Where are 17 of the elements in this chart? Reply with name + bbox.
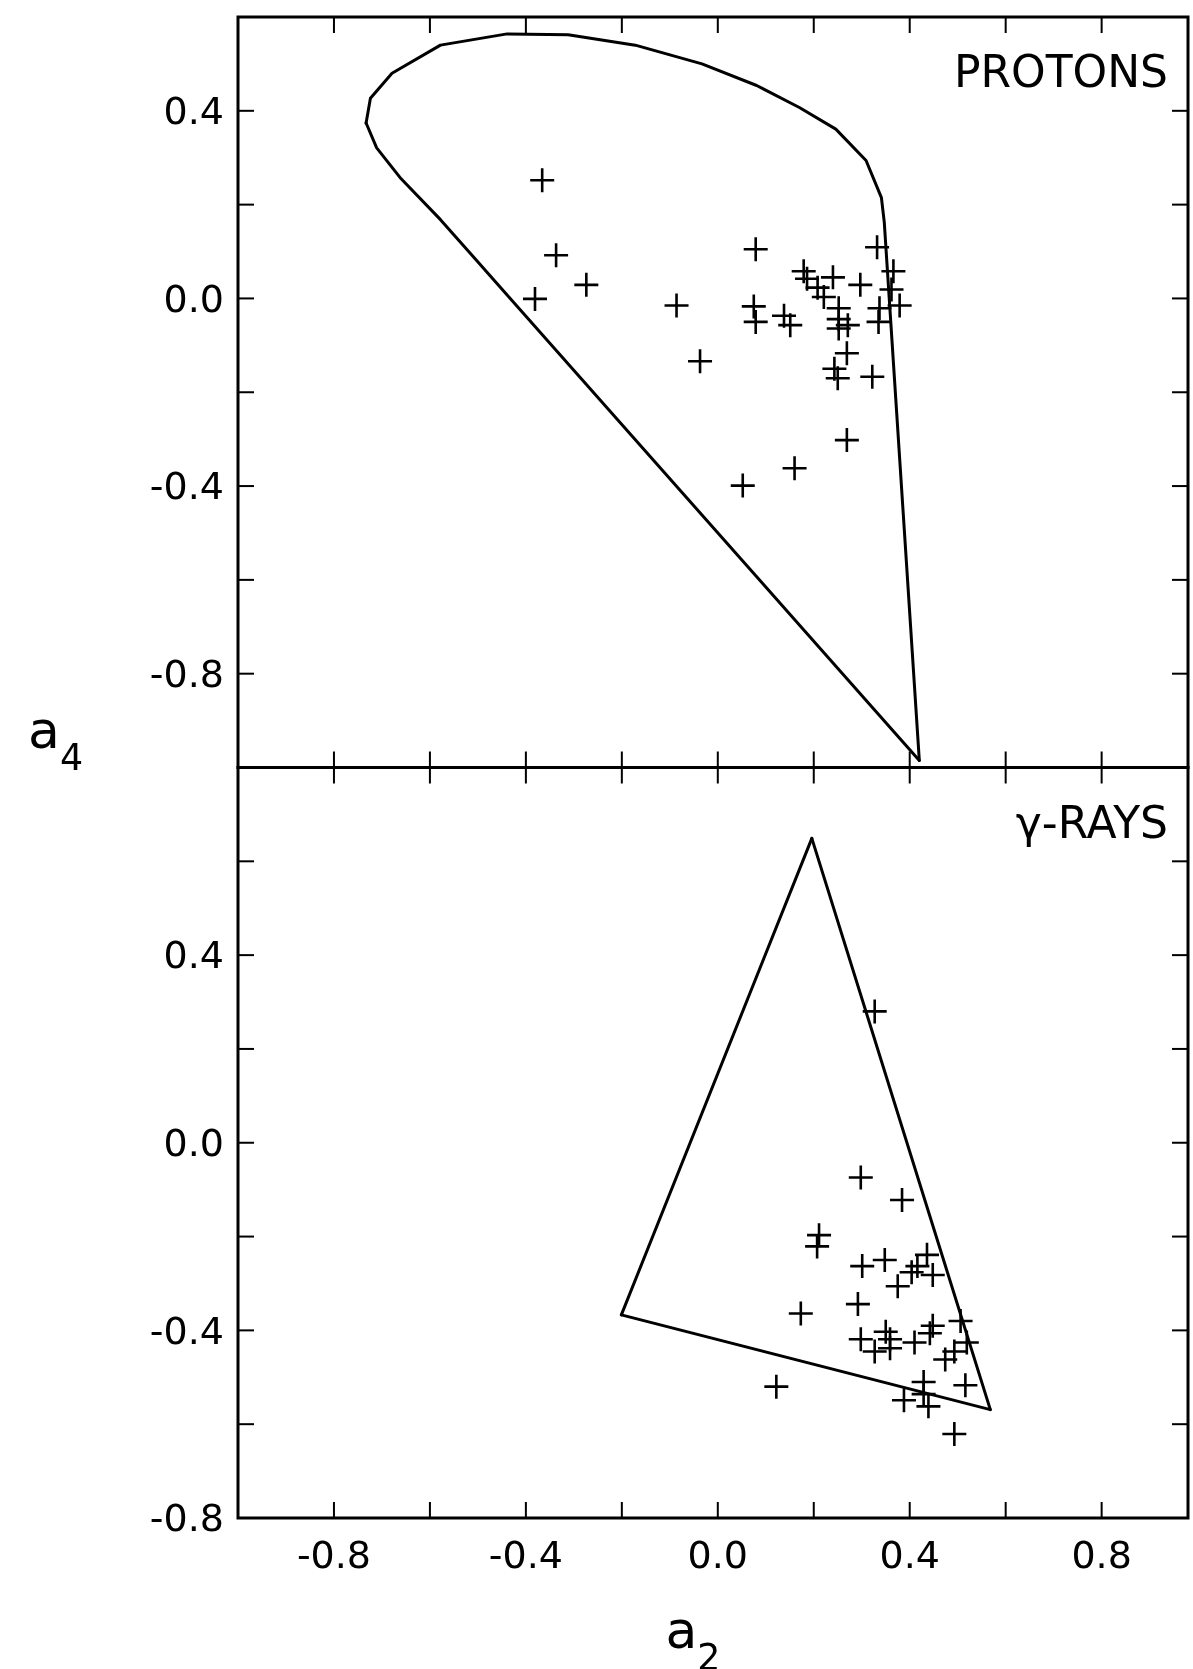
x-axis-title: a$_{2}$ [665, 1600, 721, 1669]
y-tick-label: 0.4 [163, 89, 224, 134]
annotation: PROTONS [953, 46, 1168, 97]
y-tick-label: 0.0 [163, 1121, 224, 1166]
annotation: γ-RAYS [1015, 796, 1168, 848]
x-tick-label: -0.4 [488, 1533, 563, 1577]
x-tick-label: 0.8 [1071, 1533, 1132, 1577]
y-tick-label: -0.4 [149, 464, 224, 509]
y-tick-label: 0.4 [163, 933, 224, 978]
x-tick-label: -0.8 [296, 1533, 372, 1577]
y-tick-label: -0.4 [149, 1308, 224, 1353]
y-tick-label: -0.8 [149, 651, 224, 696]
x-tick-label: 0.0 [687, 1533, 749, 1577]
y-axis-title: a$_{4}$ [28, 699, 84, 778]
y-tick-label: 0.0 [163, 276, 224, 321]
y-tick-label: -0.8 [149, 1496, 224, 1541]
x-tick-label: 0.4 [879, 1533, 940, 1577]
